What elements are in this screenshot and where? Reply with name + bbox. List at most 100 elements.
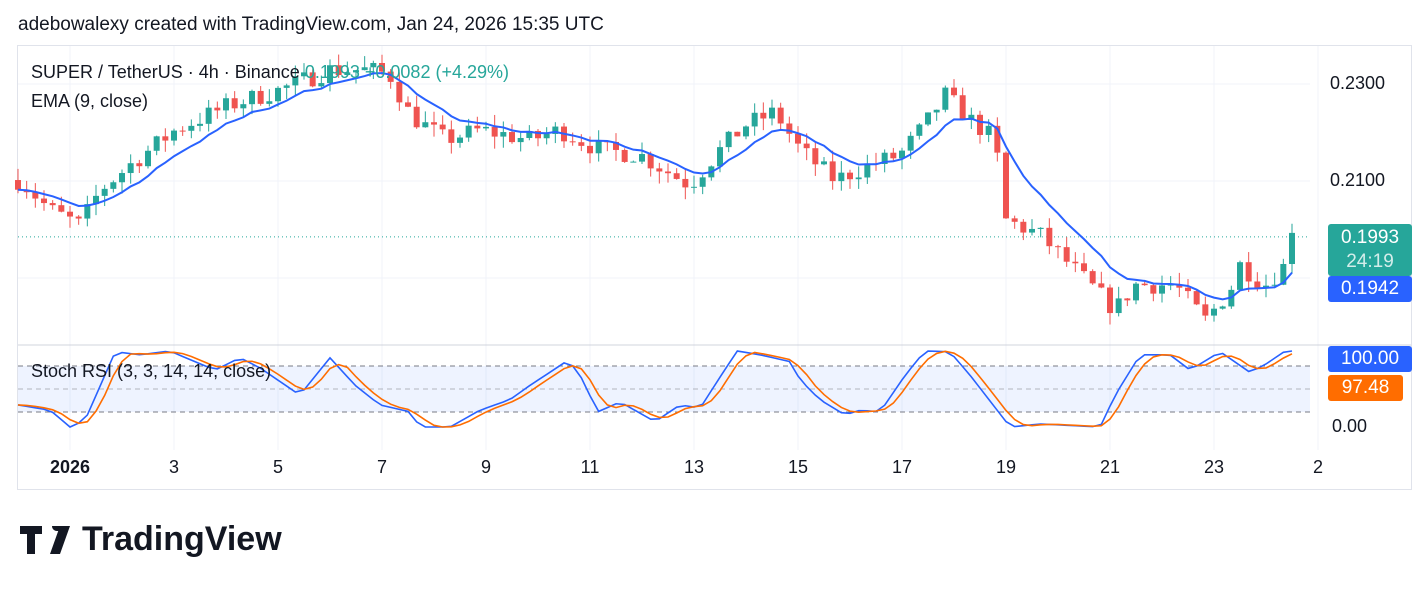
candle-body: [353, 70, 359, 73]
legend-symbol[interactable]: SUPER / TetherUS · 4h · Binance: [31, 62, 300, 82]
candle-body: [1289, 232, 1295, 265]
candle-body: [75, 216, 82, 219]
candle-body: [1098, 283, 1105, 288]
candle-body: [431, 122, 437, 125]
candle-body: [301, 72, 307, 77]
candle-body: [916, 124, 923, 136]
candle-body: [179, 130, 186, 132]
candle-body: [396, 81, 403, 103]
candle-body: [725, 131, 732, 148]
candle-body: [1202, 304, 1209, 316]
ema-price-label: 0.1942: [1328, 276, 1412, 302]
candle-body: [959, 95, 966, 120]
x-tick: 21: [1099, 457, 1121, 477]
candle-body: [119, 173, 125, 183]
candle-body: [101, 188, 108, 196]
candle-body: [682, 178, 689, 188]
candle-body: [15, 180, 21, 190]
stoch-tick-0: 0.00: [1332, 416, 1368, 436]
candle-body: [647, 154, 654, 169]
candle-body: [1245, 262, 1252, 282]
candle-body: [977, 114, 983, 135]
candle-body: [743, 126, 749, 137]
candle-body: [448, 129, 455, 143]
candle-body: [760, 112, 767, 119]
candle-body: [855, 177, 862, 180]
tradingview-logo-icon: [20, 525, 70, 554]
candle-body: [847, 172, 853, 180]
x-tick: 9: [480, 457, 492, 477]
candle-body: [379, 62, 385, 72]
stoch-d-label: 97.48: [1328, 375, 1403, 401]
candle-body: [1211, 308, 1217, 316]
candle-body: [595, 141, 602, 154]
candle-body: [188, 125, 195, 131]
candle-body: [413, 106, 420, 128]
candle-body: [58, 205, 65, 212]
candle-body: [335, 65, 342, 76]
candle-body: [578, 142, 585, 146]
candles: [15, 54, 1295, 325]
candle-body: [1003, 152, 1009, 219]
candle-body: [171, 130, 177, 141]
candle-body: [162, 136, 169, 141]
stoch-d-line: [17, 350, 1293, 428]
candle-body: [985, 125, 992, 135]
candle-body: [803, 143, 810, 149]
last-price: 0.1993: [1340, 227, 1400, 248]
candle-body: [1020, 221, 1027, 233]
candle-body: [552, 126, 559, 134]
candle-body: [509, 132, 515, 143]
candle-body: [665, 171, 671, 174]
candle-body: [968, 114, 975, 120]
candle-body: [717, 147, 723, 167]
candle-body: [777, 107, 784, 124]
candle-body: [1254, 281, 1261, 288]
candle-body: [457, 137, 463, 143]
candle-body: [994, 125, 1001, 153]
candle-body: [1237, 262, 1243, 290]
candle-body: [1167, 284, 1174, 286]
candle-body: [751, 112, 758, 127]
candle-body: [361, 67, 368, 71]
candle-body: [465, 125, 472, 138]
candle-body: [309, 72, 316, 87]
x-tick: 23: [1203, 457, 1225, 477]
candle-body: [951, 87, 957, 96]
candle-body: [821, 161, 827, 165]
candle-body: [734, 131, 741, 137]
y-tick: 0.2300: [1330, 73, 1386, 93]
legend-change: +0.0082 (+4.29%): [364, 62, 509, 82]
candle-body: [1176, 284, 1183, 288]
candle-body: [1055, 246, 1061, 248]
candle-body: [656, 168, 663, 172]
candle-body: [691, 186, 697, 188]
candle-body: [864, 163, 871, 178]
legend-stoch[interactable]: Stoch RSI (3, 3, 14, 14, close): [31, 361, 272, 381]
candle-body: [933, 109, 940, 113]
candle-body: [422, 122, 429, 128]
y-tick: 0.2100: [1330, 170, 1386, 190]
candle-body: [344, 72, 351, 76]
candle-body: [214, 107, 221, 111]
candle-body: [136, 163, 143, 167]
candle-body: [1193, 291, 1200, 305]
candle-body: [1271, 284, 1278, 286]
candle-body: [526, 130, 533, 138]
candle-body: [41, 198, 47, 204]
candle-body: [32, 192, 39, 199]
candle-body: [439, 124, 446, 130]
candle-body: [110, 182, 117, 189]
tradingview-logo[interactable]: TradingView: [20, 520, 282, 559]
candle-body: [93, 195, 99, 205]
candle-body: [1185, 287, 1191, 292]
candle-body: [1150, 285, 1157, 294]
candle-body: [49, 203, 56, 206]
candle-body: [197, 123, 203, 126]
candle-body: [1029, 228, 1035, 233]
candle-body: [621, 149, 628, 162]
chart-credit: adebowalexy created with TradingView.com…: [18, 14, 604, 35]
legend-ema[interactable]: EMA (9, close): [31, 91, 149, 111]
candle-body: [881, 152, 888, 164]
